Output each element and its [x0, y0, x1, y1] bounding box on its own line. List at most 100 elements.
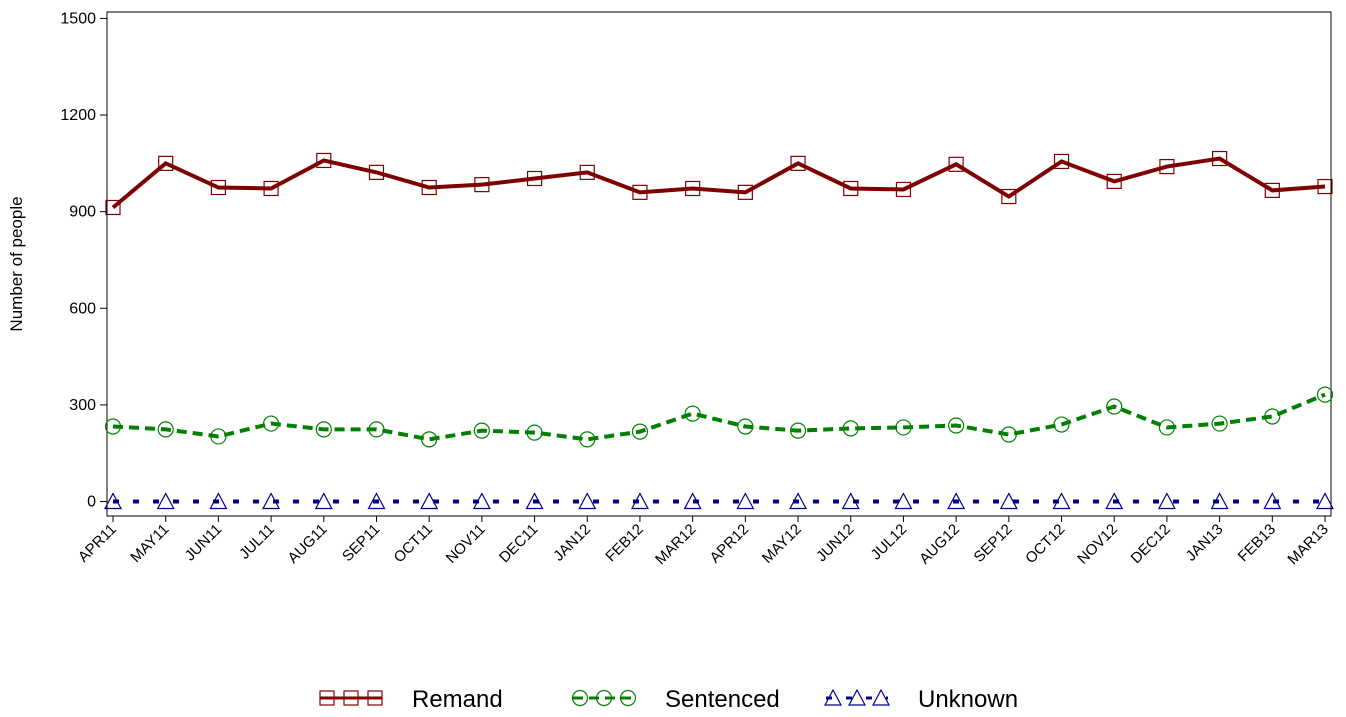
marker — [1159, 158, 1175, 175]
marker — [895, 181, 912, 198]
marker — [105, 199, 121, 216]
x-tick-label: JUN12 — [813, 521, 857, 565]
x-tick-label: OCT12 — [1022, 521, 1068, 567]
marker — [895, 419, 912, 436]
marker — [368, 421, 385, 438]
marker — [1105, 492, 1124, 510]
marker — [632, 184, 648, 200]
marker — [210, 179, 226, 196]
marker — [737, 184, 753, 200]
marker — [789, 422, 807, 439]
marker — [685, 180, 701, 197]
x-tick-label: MAR12 — [652, 521, 699, 568]
marker — [948, 417, 965, 434]
marker — [684, 405, 701, 422]
y-tick-label: 600 — [69, 300, 96, 317]
marker — [947, 492, 966, 510]
marker — [736, 492, 755, 510]
marker — [842, 420, 859, 437]
x-tick-label: DEC12 — [1128, 521, 1174, 567]
marker — [421, 431, 438, 448]
x-tick-label: FEB12 — [602, 521, 646, 565]
marker — [1211, 415, 1228, 432]
marker — [841, 492, 860, 510]
x-tick-label: SEP12 — [971, 521, 1016, 566]
marker — [579, 164, 595, 180]
marker — [999, 492, 1018, 510]
marker — [156, 492, 175, 510]
x-tick-label: AUG11 — [285, 521, 331, 567]
marker — [315, 421, 332, 438]
marker — [421, 179, 437, 196]
marker — [1000, 426, 1017, 443]
marker — [209, 492, 228, 510]
y-tick-label: 300 — [69, 397, 96, 414]
marker — [1106, 173, 1122, 189]
marker — [525, 492, 544, 510]
legend-label: Unknown — [918, 686, 1018, 713]
marker — [1264, 408, 1281, 425]
marker — [104, 492, 122, 510]
marker — [420, 492, 439, 510]
marker — [824, 688, 842, 706]
marker — [1263, 492, 1282, 510]
marker — [1053, 416, 1070, 433]
marker — [1053, 153, 1070, 170]
marker — [1052, 492, 1071, 510]
y-axis-label: Number of people — [7, 196, 26, 331]
marker — [157, 421, 174, 438]
x-tick-label: JUL11 — [236, 521, 278, 563]
legend-label: Sentenced — [665, 686, 780, 713]
marker — [316, 152, 332, 169]
marker — [368, 164, 385, 180]
series-line — [112, 392, 1326, 442]
marker — [872, 688, 890, 706]
marker — [894, 492, 913, 510]
x-tick-label: JUN11 — [182, 521, 226, 565]
marker — [1158, 419, 1176, 436]
marker — [526, 424, 543, 441]
x-tick-label: SEP11 — [339, 521, 383, 565]
marker — [158, 155, 174, 171]
x-tick-label: APR12 — [707, 521, 753, 567]
marker — [1157, 492, 1176, 510]
x-tick-label: NOV12 — [1074, 521, 1121, 568]
marker — [1210, 492, 1229, 510]
marker — [367, 690, 383, 706]
marker — [314, 492, 333, 510]
x-tick-label: APR11 — [75, 521, 120, 566]
marker — [1264, 182, 1280, 199]
marker — [578, 492, 597, 510]
marker — [526, 170, 543, 187]
marker — [104, 418, 122, 435]
x-tick-label: JAN12 — [550, 521, 594, 565]
marker — [790, 155, 806, 171]
plot-frame — [106, 11, 1332, 517]
marker — [1212, 150, 1228, 167]
marker — [579, 431, 596, 448]
x-tick-label: AUG12 — [916, 521, 963, 568]
y-tick-label: 900 — [69, 204, 96, 221]
x-tick-label: MAY11 — [127, 521, 172, 566]
x-tick-label: DEC11 — [496, 521, 541, 566]
series-line — [111, 156, 1326, 210]
marker — [367, 492, 386, 510]
marker — [631, 423, 649, 440]
marker — [848, 688, 866, 706]
marker — [319, 690, 335, 706]
marker — [1317, 178, 1333, 195]
marker — [595, 689, 613, 707]
marker — [210, 428, 227, 445]
marker — [948, 156, 964, 172]
marker — [843, 180, 859, 197]
marker — [630, 492, 649, 510]
marker — [1001, 188, 1017, 205]
marker — [262, 415, 280, 432]
y-tick-label: 1200 — [60, 107, 96, 124]
marker — [473, 422, 490, 439]
marker — [1106, 398, 1123, 415]
x-tick-label: FEB13 — [1235, 521, 1279, 565]
marker — [262, 492, 281, 510]
x-tick-label: OCT11 — [391, 521, 436, 566]
